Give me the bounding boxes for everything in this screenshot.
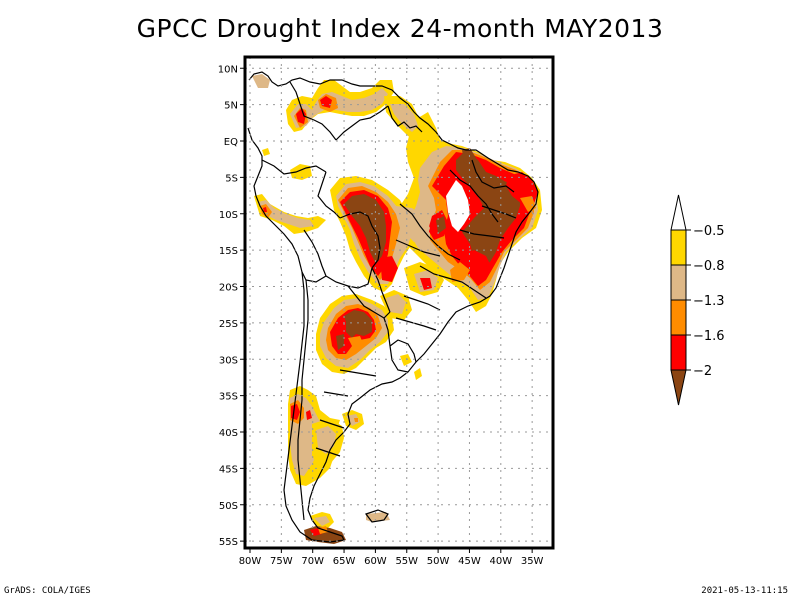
y-tick-label: 10N (218, 64, 238, 75)
legend-colorbar: −0.5 −0.8 −1.3 −1.6 −2 (670, 194, 725, 406)
border-brazil-states-south (395, 295, 441, 331)
x-tick-label: 45W (458, 556, 481, 567)
legend-label: −2 (693, 364, 712, 379)
x-tick-label: 70W (301, 556, 324, 567)
border-bolivia-paraguay (325, 267, 373, 289)
region-uruguay-coast-mild (414, 368, 422, 380)
border-brazil-argentina (383, 317, 391, 347)
border-colombia-venezuela (289, 81, 337, 141)
legend-label: −1.6 (693, 329, 725, 344)
region-colombia-small (252, 74, 270, 88)
region-ne-brazil-extreme (456, 150, 520, 268)
region-argentina-orange-core (348, 336, 364, 350)
drought-shading (252, 74, 542, 544)
region-north-moderate (290, 88, 388, 128)
y-tick-label: 25S (219, 319, 238, 330)
y-tick-label: 20S (219, 283, 238, 294)
region-ne-coast-orange (520, 196, 536, 212)
y-tick-label: 5N (224, 101, 238, 112)
border-peru-bolivia (303, 229, 327, 277)
region-argentina-extreme (344, 310, 372, 338)
region-chile-red-2 (306, 410, 312, 420)
y-tick-label: 10S (219, 210, 238, 221)
region-tocantins-extreme-core (436, 216, 446, 234)
region-chubut-orange (354, 418, 358, 422)
region-south-brazil-moderate (386, 294, 406, 314)
coastline (247, 71, 539, 543)
region-ne-coast-red (506, 172, 538, 204)
y-tick-label: EQ (224, 137, 238, 148)
x-tick-label: 55W (395, 556, 418, 567)
region-ecuador-mild-2 (262, 148, 270, 156)
x-tick-label: 75W (270, 556, 293, 567)
legend-bottom-arrow (670, 369, 687, 406)
border-peru-brazil (317, 171, 341, 219)
border-uruguay (389, 339, 417, 373)
border-paraguay-brazil (371, 267, 391, 313)
x-tick-label: 65W (333, 556, 356, 567)
region-mato-grosso-red (380, 256, 398, 282)
border-argentina-paraguay (347, 285, 391, 319)
legend-label: −0.8 (693, 259, 725, 274)
region-patagonia-moderate (316, 426, 336, 454)
grid-lines (246, 58, 552, 547)
region-peru-moderate (258, 200, 314, 228)
border-argentina-provinces (315, 369, 377, 457)
border-brazil-states-central (395, 203, 487, 299)
y-tick-label: 45S (219, 464, 238, 475)
axes: 10N 5N EQ 5S 10S 15S 20S 25S 30S 35S 40S 45S 50S 55S8… (218, 64, 544, 567)
border-venezuela-brazil (335, 105, 389, 141)
region-ne-south-orange (450, 262, 470, 282)
legend-label: −0.5 (693, 224, 725, 239)
legend-swatch (670, 264, 687, 301)
region-guiana-moderate (390, 104, 418, 132)
border-colombia-peru (261, 159, 327, 175)
x-tick-label: 40W (489, 556, 512, 567)
legend-swatch (670, 299, 687, 336)
x-tick-label: 50W (427, 556, 450, 567)
y-tick-label: 5S (225, 173, 238, 184)
falklands-outline (365, 509, 389, 523)
region-peru-red (263, 207, 267, 212)
x-tick-label: 35W (521, 556, 544, 567)
map-title: GPCC Drought Index 24-month MAY2013 (136, 14, 664, 43)
y-tick-label: 40S (219, 428, 238, 439)
footer-credit: GrADS: COLA/IGES (4, 586, 91, 596)
x-tick-label: 60W (364, 556, 387, 567)
region-ne-inner-white (446, 180, 470, 232)
region-tdf-moderate (314, 516, 330, 526)
y-tick-label: 55S (219, 537, 238, 548)
legend-top-arrow (670, 194, 687, 231)
legend-label: −1.3 (693, 294, 725, 309)
region-chubut-moderate (346, 414, 360, 426)
footer-timestamp: 2021-05-13-11:15 (701, 586, 788, 596)
x-tick-label: 80W (239, 556, 262, 567)
y-tick-label: 30S (219, 355, 238, 366)
region-uruguay-mild (400, 354, 412, 366)
y-tick-label: 15S (219, 246, 238, 257)
y-tick-label: 50S (219, 501, 238, 512)
y-tick-label: 35S (219, 392, 238, 403)
region-north-very-severe (296, 108, 306, 124)
border-brazil-states-ne (449, 159, 517, 239)
border-guianas (387, 105, 423, 133)
border-chile-bolivia (301, 271, 327, 283)
region-ne-south-red (462, 250, 492, 280)
legend-swatch (670, 334, 687, 371)
border-chile-argentina (297, 279, 309, 521)
map-frame (243, 55, 555, 550)
region-argentina-extreme-2 (336, 334, 344, 350)
border-bolivia-brazil (339, 211, 381, 269)
legend-swatch (670, 229, 687, 266)
region-central-moderate-east (396, 206, 430, 242)
